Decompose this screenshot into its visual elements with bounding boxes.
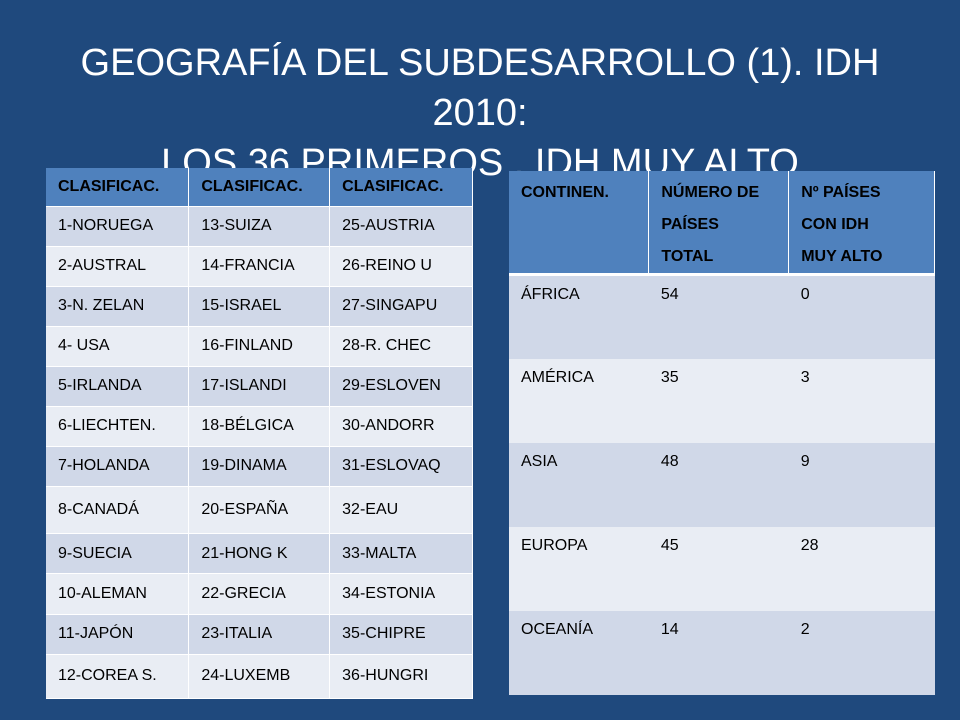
table-row: 4- USA 16-FINLAND 28-R. CHEC [46,326,473,367]
table-cell: OCEANÍA [509,610,649,695]
ranking-header-cell: CLASIFICAC. [46,168,190,207]
header-line: MUY ALTO [801,248,883,265]
slide-title-line-1: GEOGRAFÍA DEL SUBDESARROLLO (1). IDH 201… [80,42,880,134]
table-cell: 13-SUIZA [188,206,331,247]
header-line: TOTAL [661,248,714,265]
table-cell: 31-ESLOVAQ [329,446,473,487]
table-cell: 14 [648,610,789,695]
ranking-header-cell: CLASIFICAC. [188,168,331,207]
table-cell: 22-GRECIA [188,573,331,615]
table-cell: 9-SUECIA [46,533,190,575]
table-row: OCEANÍA 14 2 [509,610,935,695]
ranking-header-row: CLASIFICAC. CLASIFICAC. CLASIFICAC. [46,168,473,207]
table-cell: 6-LIECHTEN. [46,406,190,447]
header-line: CON IDH [801,216,869,233]
table-cell: 34-ESTONIA [329,573,473,615]
table-cell: 19-DINAMA [188,446,331,487]
table-cell: EUROPA [509,526,649,611]
continents-table: CONTINEN. NÚMERO DE PAÍSES TOTAL Nº PAÍS… [509,171,935,695]
table-row: ÁFRICA 54 0 [509,274,935,359]
table-cell: 3-N. ZELAN [46,286,190,327]
table-row: 3-N. ZELAN 15-ISRAEL 27-SINGAPU [46,286,473,327]
header-line: Nº PAÍSES [801,184,881,201]
table-cell: 1-NORUEGA [46,206,190,247]
continents-header-cell: CONTINEN. [509,171,650,276]
table-cell: 35 [648,358,789,443]
table-cell: 45 [648,526,789,611]
table-cell: 24-LUXEMB [188,654,331,700]
table-cell: 2-AUSTRAL [46,246,190,287]
table-row: 1-NORUEGA 13-SUIZA 25-AUSTRIA [46,206,473,247]
table-cell: 54 [648,274,789,359]
ranking-table: CLASIFICAC. CLASIFICAC. CLASIFICAC. 1-NO… [46,168,473,700]
table-cell: 18-BÉLGICA [188,406,331,447]
table-cell: 12-COREA S. [46,654,190,700]
table-cell: 27-SINGAPU [329,286,473,327]
table-cell: 14-FRANCIA [188,246,331,287]
table-row: 5-IRLANDA 17-ISLANDI 29-ESLOVEN [46,366,473,407]
table-cell: AMÉRICA [509,358,649,443]
table-row: 6-LIECHTEN. 18-BÉLGICA 30-ANDORR [46,406,473,447]
table-cell: 28 [788,526,935,611]
table-row: 12-COREA S. 24-LUXEMB 36-HUNGRI [46,654,473,700]
table-cell: 29-ESLOVEN [329,366,473,407]
table-row: 2-AUSTRAL 14-FRANCIA 26-REINO U [46,246,473,287]
table-cell: 7-HOLANDA [46,446,190,487]
table-cell: 23-ITALIA [188,614,331,655]
ranking-header-cell: CLASIFICAC. [329,168,473,207]
table-row: 10-ALEMAN 22-GRECIA 34-ESTONIA [46,573,473,615]
table-cell: 33-MALTA [329,533,473,575]
continents-header-cell: Nº PAÍSES CON IDH MUY ALTO [788,171,935,276]
table-cell: 35-CHIPRE [329,614,473,655]
table-cell: 0 [788,274,935,359]
table-cell: 5-IRLANDA [46,366,190,407]
header-line: NÚMERO DE [661,184,760,201]
table-cell: 36-HUNGRI [329,654,473,700]
table-row: 7-HOLANDA 19-DINAMA 31-ESLOVAQ [46,446,473,487]
table-cell: 30-ANDORR [329,406,473,447]
table-cell: 16-FINLAND [188,326,331,367]
continents-header-cell: NÚMERO DE PAÍSES TOTAL [648,171,790,276]
table-cell: 32-EAU [329,486,473,535]
table-cell: 8-CANADÁ [46,486,190,535]
header-line: CONTINEN. [521,184,609,201]
table-cell: 28-R. CHEC [329,326,473,367]
table-cell: 9 [788,442,935,527]
table-cell: 4- USA [46,326,190,367]
table-cell: 21-HONG K [188,533,331,575]
slide-title: GEOGRAFÍA DEL SUBDESARROLLO (1). IDH 201… [30,38,930,188]
continents-header-row: CONTINEN. NÚMERO DE PAÍSES TOTAL Nº PAÍS… [509,171,935,276]
header-line: PAÍSES [661,216,719,233]
table-row: AMÉRICA 35 3 [509,358,935,443]
table-cell: 11-JAPÓN [46,614,190,655]
table-row: 9-SUECIA 21-HONG K 33-MALTA [46,533,473,575]
table-cell: 15-ISRAEL [188,286,331,327]
table-row: EUROPA 45 28 [509,526,935,611]
table-row: 8-CANADÁ 20-ESPAÑA 32-EAU [46,486,473,535]
table-row: 11-JAPÓN 23-ITALIA 35-CHIPRE [46,614,473,655]
table-row: ASIA 48 9 [509,442,935,527]
table-cell: 17-ISLANDI [188,366,331,407]
table-cell: 26-REINO U [329,246,473,287]
table-cell: 48 [648,442,789,527]
table-cell: ÁFRICA [509,274,649,359]
table-cell: 20-ESPAÑA [188,486,331,535]
table-cell: 25-AUSTRIA [329,206,473,247]
table-cell: 2 [788,610,935,695]
table-cell: ASIA [509,442,649,527]
table-cell: 10-ALEMAN [46,573,190,615]
table-cell: 3 [788,358,935,443]
